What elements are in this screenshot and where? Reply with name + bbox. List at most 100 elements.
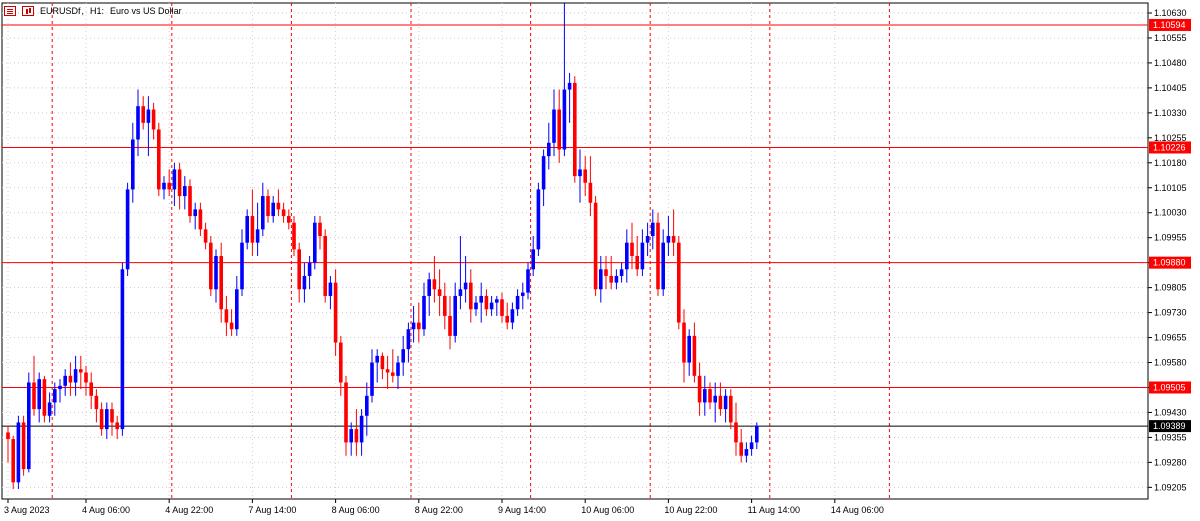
candle-body [495,299,499,303]
candle-body [53,389,57,403]
candle-body [131,139,135,190]
candle-body [188,186,192,217]
price-level-label: 1.10594 [1153,20,1186,30]
candle-body [489,302,494,310]
candle-body [599,269,603,290]
y-tick-label: 1.10480 [1154,58,1187,68]
candle-body [588,182,593,203]
candle-body [609,275,613,283]
y-tick-label: 1.10630 [1154,8,1187,18]
candle-body [323,236,327,296]
candle-body [666,236,671,243]
candle-body [526,269,530,293]
x-tick-label: 14 Aug 06:00 [831,505,884,515]
candle-body [365,395,369,416]
candle-body [749,442,754,450]
y-tick-label: 1.10555 [1154,33,1187,43]
candle-body [313,222,317,263]
candle-body [406,329,411,350]
list-icon[interactable] [4,6,16,16]
candle-body [307,262,312,276]
candle-body [162,182,166,190]
candle-body [531,249,535,270]
candle-body [177,169,182,197]
candle-body [125,189,130,270]
candle-body [99,409,104,430]
price-level-box [1149,141,1191,154]
candle-body [640,242,645,270]
candle-body [755,425,759,443]
x-tick-label: 8 Aug 22:00 [415,505,463,515]
candle-body [328,282,333,296]
candle-body [21,422,26,470]
candle-body [573,82,577,177]
candle-body [718,395,723,410]
candle-body [536,189,541,250]
candle-body [94,395,99,410]
y-tick-label: 1.09430 [1154,407,1187,417]
candle-body [214,255,218,290]
candle-body [219,255,223,310]
candle-body [651,222,655,237]
candle-body [209,242,213,290]
candle-body [370,362,374,396]
candle-body [235,289,239,330]
candle-body [229,322,234,330]
candle-body [183,186,187,197]
candle-body [515,295,520,310]
candle-body [380,355,385,370]
candle-body [411,322,416,330]
candle-body [250,216,255,243]
candle-body [541,156,546,190]
candle-body [661,242,665,290]
timeframe-label: H1: [90,6,105,16]
candle-body [110,409,114,423]
price-level-label: 1.10226 [1153,142,1186,152]
candle-body [32,382,36,410]
x-tick-label: 9 Aug 14:00 [498,505,546,515]
chart-icon[interactable] [22,6,34,16]
candle-body [422,295,426,330]
candle-body [84,372,88,383]
current-price-label: 1.09389 [1153,421,1186,431]
candle-body [645,236,650,243]
candle-body [630,242,634,256]
candle-body [474,302,478,310]
candle-body [458,289,463,296]
y-tick-label: 1.10330 [1154,108,1187,118]
y-tick-label: 1.10030 [1154,208,1187,218]
candle-body [16,422,21,483]
candle-body [203,229,208,243]
candle-body [729,395,733,423]
candle-body [47,402,52,416]
candle-body [552,109,556,143]
candle-body [453,295,457,336]
candle-body [505,315,509,323]
candle-body [614,275,619,283]
candle-body [120,269,125,430]
candle-body [6,432,10,440]
candle-body [739,442,743,456]
candle-body [349,429,353,443]
candle-body [557,109,561,150]
candle-body [261,196,265,230]
y-tick-label: 1.10105 [1154,183,1187,193]
candle-body [136,106,140,140]
candle-body [271,202,275,217]
candle-body [703,389,707,403]
candle-body [297,249,301,290]
x-tick-label: 8 Aug 06:00 [332,505,380,515]
candle-body [635,255,639,270]
y-tick-label: 1.09805 [1154,283,1187,293]
candle-body [157,129,161,190]
candle-body [723,395,728,410]
candle-body [510,309,515,323]
candle-body [79,369,83,373]
candle-body [671,236,676,243]
candle-body [484,295,489,310]
candle-body [193,209,197,217]
candle-body [167,182,171,190]
candle-body [146,109,151,123]
y-tick-label: 1.09205 [1154,482,1187,492]
